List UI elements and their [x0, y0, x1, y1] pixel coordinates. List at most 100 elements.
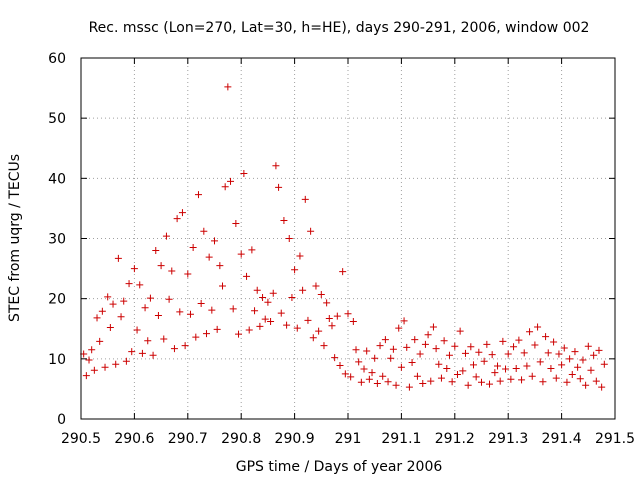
x-tick-label: 291.4 [542, 431, 582, 447]
data-point [168, 267, 176, 275]
data-point [178, 209, 186, 217]
data-point [408, 358, 416, 366]
data-point [133, 326, 141, 334]
data-point [205, 253, 213, 261]
data-point [376, 342, 384, 350]
data-point [400, 317, 408, 325]
data-point [157, 262, 165, 270]
data-point [96, 337, 104, 345]
x-axis-label: GPS time / Days of year 2006 [236, 459, 443, 475]
y-tick-labels: 0 10 20 30 40 50 60 [48, 51, 66, 428]
data-point [515, 336, 523, 344]
data-point [595, 346, 603, 354]
data-point [128, 348, 136, 356]
data-point [261, 315, 269, 323]
data-point [373, 380, 381, 388]
data-point [93, 314, 101, 322]
data-point [125, 280, 133, 288]
data-point [154, 312, 162, 320]
data-point [566, 355, 574, 363]
data-point [101, 363, 109, 371]
data-point [579, 356, 587, 364]
data-point [130, 265, 138, 273]
data-point [475, 348, 483, 356]
data-point [192, 333, 200, 341]
data-point [437, 374, 445, 382]
data-point [208, 306, 216, 314]
data-point [459, 367, 467, 375]
data-point [483, 340, 491, 348]
data-point [453, 370, 461, 378]
data-point [114, 254, 122, 262]
data-point [389, 345, 397, 353]
x-tick-label: 290.6 [114, 431, 154, 447]
data-point [584, 342, 592, 350]
x-tick-label: 290.9 [275, 431, 315, 447]
data-point [523, 362, 531, 370]
chart-title: Rec. mssc (Lon=270, Lat=30, h=HE), days … [89, 20, 590, 36]
data-point [600, 360, 608, 368]
data-point [518, 376, 526, 384]
x-tick-label: 290.8 [221, 431, 261, 447]
y-tick-label: 0 [57, 412, 66, 428]
data-point [464, 381, 472, 389]
data-point [283, 321, 291, 329]
data-point [339, 268, 347, 276]
y-tick-label: 30 [48, 232, 66, 248]
data-point [309, 334, 317, 342]
data-point [272, 162, 280, 170]
data-point [512, 364, 520, 372]
data-point [160, 335, 168, 343]
data-point [502, 365, 510, 373]
data-point [333, 312, 341, 320]
data-point [291, 266, 299, 274]
y-tick-label: 40 [48, 171, 66, 187]
data-point [194, 191, 202, 199]
data-point [112, 360, 120, 368]
data-point [499, 337, 507, 345]
data-point [221, 183, 229, 191]
data-point [368, 369, 376, 377]
data-point [539, 378, 547, 386]
data-point [88, 346, 96, 354]
data-point [504, 350, 512, 358]
data-point [251, 307, 259, 315]
data-point [299, 286, 307, 294]
data-point [144, 337, 152, 345]
data-point [560, 344, 568, 352]
data-point [277, 309, 285, 317]
data-point [104, 293, 112, 301]
data-point [547, 364, 555, 372]
data-point [211, 237, 218, 245]
data-point [259, 293, 267, 301]
data-point [312, 282, 320, 290]
data-point [232, 219, 240, 227]
data-point [216, 262, 224, 270]
data-point [427, 377, 435, 385]
data-point [448, 378, 456, 386]
data-point [331, 354, 339, 362]
data-point [397, 363, 405, 371]
y-tick-label: 20 [48, 292, 66, 308]
data-point [531, 341, 539, 349]
x-tick-labels: 290.5 290.6 290.7 290.8 290.9 291 291.1 291.2 29… [61, 431, 635, 447]
data-point [152, 247, 160, 255]
axis-ticks [80, 57, 616, 420]
data-point [411, 336, 419, 344]
data-point [197, 299, 205, 307]
grid-lines [81, 58, 615, 419]
data-point [173, 215, 181, 223]
data-point [424, 331, 432, 339]
x-tick-label: 291.2 [435, 431, 475, 447]
data-point [488, 351, 496, 359]
data-point [494, 362, 502, 370]
data-point [90, 366, 98, 374]
data-point [365, 375, 373, 383]
data-point [435, 360, 443, 368]
data-point [202, 330, 210, 338]
data-point [336, 361, 344, 369]
data-point [296, 252, 304, 260]
data-point [467, 343, 475, 351]
data-point [122, 357, 130, 365]
